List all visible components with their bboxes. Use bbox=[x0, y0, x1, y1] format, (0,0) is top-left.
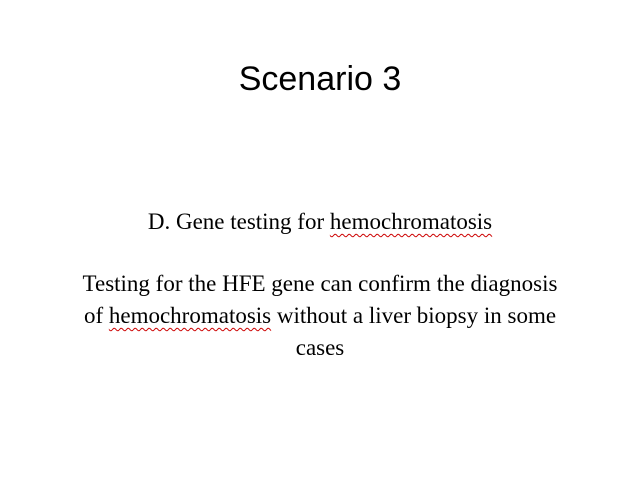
slide-title: Scenario 3 bbox=[238, 60, 402, 98]
answer-option-d: D. Gene testing for hemochromatosis bbox=[40, 206, 600, 238]
explanation-line-2-prefix: of bbox=[83, 303, 109, 328]
option-prefix: D. Gene testing for bbox=[147, 209, 330, 234]
explanation-line-1: Testing for the HFE gene can confirm the… bbox=[82, 271, 558, 296]
spellcheck-flagged-word: hemochromatosis bbox=[108, 303, 272, 328]
spellcheck-flagged-word: hemochromatosis bbox=[329, 209, 493, 234]
explanation-line-3: cases bbox=[295, 335, 345, 360]
explanation-paragraph: Testing for the HFE gene can confirm the… bbox=[40, 268, 600, 364]
explanation-line-2-suffix: without a liver biopsy in some bbox=[271, 303, 557, 328]
explanation-line-2: of hemochromatosis without a liver biops… bbox=[40, 300, 600, 332]
